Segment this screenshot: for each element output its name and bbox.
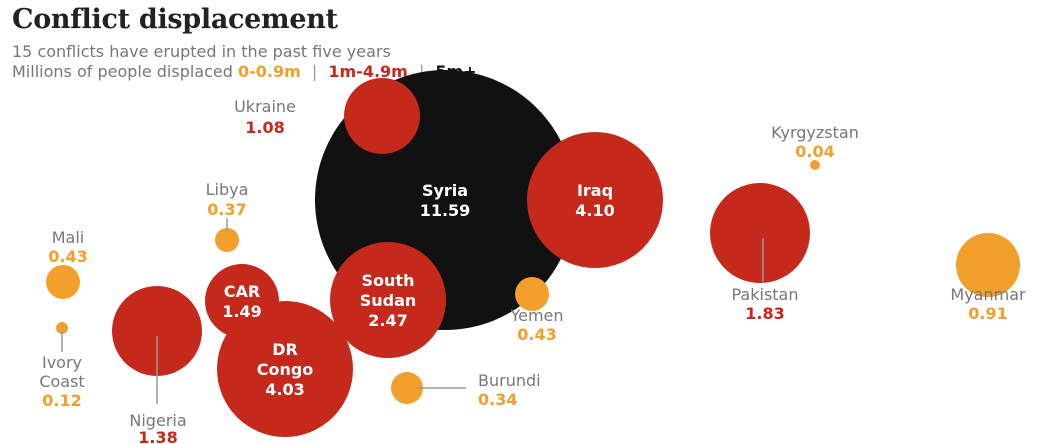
bubble-south-sudan <box>330 242 446 358</box>
label-mali: Mali <box>52 228 85 247</box>
bubble-kyrgyzstan <box>810 160 820 170</box>
bubble-burundi <box>391 372 423 404</box>
bubble-ukraine <box>344 78 420 154</box>
value-label-ukraine: 1.08 <box>245 118 284 137</box>
value-label-yemen: 0.43 <box>517 325 556 344</box>
legend-separator: | <box>418 62 425 81</box>
label-iraq: Iraq <box>577 181 613 200</box>
chart-title: Conflict displacement <box>12 4 338 35</box>
value-label-ivory-coast: 0.12 <box>42 391 81 410</box>
label-pakistan: Pakistan <box>732 285 799 304</box>
label-syria: Syria <box>422 181 468 200</box>
bubble-yemen <box>515 277 549 311</box>
label-south-sudan: South <box>362 271 415 290</box>
label-yemen: Yemen <box>509 306 563 325</box>
label-ukraine: Ukraine <box>234 97 296 116</box>
legend-separator: | <box>311 62 318 81</box>
value-label-syria: 11.59 <box>420 201 471 220</box>
value-label-libya: 0.37 <box>207 200 246 219</box>
value-label-car: 1.49 <box>222 302 261 321</box>
label-kyrgyzstan: Kyrgyzstan <box>771 123 859 142</box>
bubble-nigeria <box>112 286 202 376</box>
label-libya: Libya <box>206 180 249 199</box>
bubble-myanmar <box>956 233 1020 297</box>
chart-subtitle: 15 conflicts have erupted in the past fi… <box>12 42 391 61</box>
value-label-nigeria: 1.38 <box>138 428 177 444</box>
label-ivory-coast: Ivory <box>42 353 82 372</box>
value-label-south-sudan: 2.47 <box>368 311 407 330</box>
value-label-iraq: 4.10 <box>575 201 614 220</box>
label-dr-congo: DR <box>272 340 298 359</box>
label-ivory-coast: Coast <box>39 372 84 391</box>
bubble-iraq <box>527 132 663 268</box>
label-south-sudan: Sudan <box>360 291 417 310</box>
bubble-dr-congo <box>217 301 353 437</box>
bubble-mali <box>46 265 80 299</box>
bubble-libya <box>215 228 239 252</box>
bubble-ivory-coast <box>56 322 68 334</box>
legend-prefix: Millions of people displaced <box>12 62 233 81</box>
label-dr-congo: Congo <box>257 360 314 379</box>
value-label-burundi: 0.34 <box>478 390 517 409</box>
label-nigeria: Nigeria <box>129 411 186 430</box>
value-label-pakistan: 1.83 <box>745 304 784 323</box>
value-label-myanmar: 0.91 <box>968 304 1007 323</box>
legend: Millions of people displaced 0-0.9m | 1m… <box>12 62 477 81</box>
legend-low: 0-0.9m <box>238 62 301 81</box>
value-label-dr-congo: 4.03 <box>265 380 304 399</box>
value-label-mali: 0.43 <box>48 247 87 266</box>
bubble-pakistan <box>710 183 810 283</box>
legend-mid: 1m-4.9m <box>328 62 408 81</box>
label-burundi: Burundi <box>478 371 541 390</box>
label-myanmar: Myanmar <box>950 285 1026 304</box>
label-car: CAR <box>224 282 260 301</box>
value-label-kyrgyzstan: 0.04 <box>795 142 834 161</box>
